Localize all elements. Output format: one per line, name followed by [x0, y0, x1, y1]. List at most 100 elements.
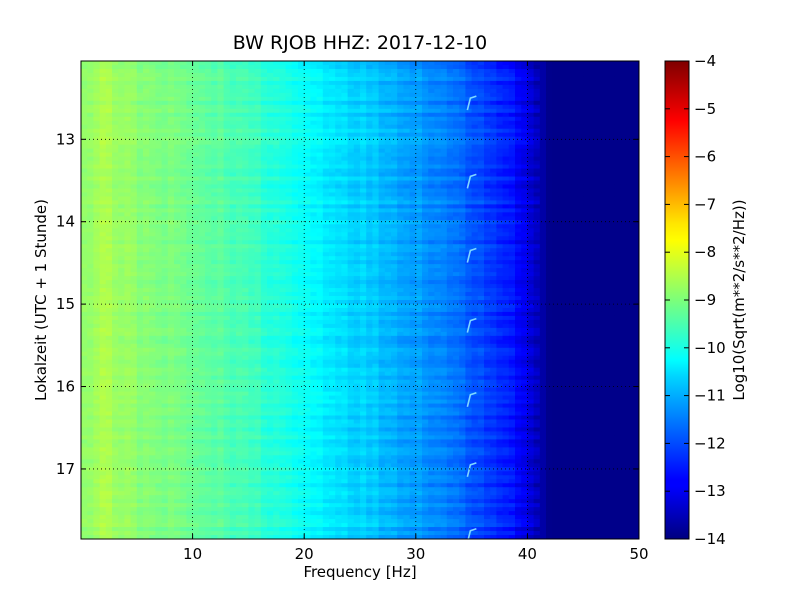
heatmap-cell: [260, 244, 268, 249]
heatmap-cell: [502, 216, 510, 221]
heatmap-cell: [229, 256, 237, 261]
heatmap-cell: [446, 108, 454, 114]
heatmap-cell: [316, 72, 324, 78]
heatmap-cell: [130, 68, 138, 74]
heatmap-cell: [192, 144, 200, 150]
heatmap-cell: [558, 244, 566, 249]
heatmap-cell: [626, 208, 634, 213]
heatmap-cell: [409, 116, 417, 122]
heatmap-cell: [285, 64, 293, 70]
heatmap-cell: [174, 92, 181, 98]
heatmap-cell: [99, 252, 107, 257]
heatmap-cell: [508, 260, 516, 265]
heatmap-cell: [279, 276, 287, 281]
heatmap-cell: [477, 112, 485, 118]
heatmap-cell: [267, 268, 274, 273]
heatmap-cell: [298, 276, 305, 281]
heatmap-cell: [583, 212, 590, 217]
heatmap-cell: [161, 200, 169, 205]
heatmap-cell: [143, 248, 150, 253]
heatmap-cell: [105, 228, 113, 233]
heatmap-cell: [130, 204, 138, 209]
heatmap-cell: [502, 76, 510, 82]
heatmap-cell: [533, 208, 541, 213]
heatmap-cell: [589, 104, 597, 110]
heatmap-cell: [620, 84, 628, 90]
heatmap-cell: [279, 132, 287, 138]
heatmap-cell: [298, 61, 305, 66]
heatmap-cell: [490, 156, 497, 162]
heatmap-cell: [105, 164, 113, 170]
heatmap-cell: [124, 168, 132, 174]
heatmap-cell: [322, 156, 330, 162]
heatmap-cell: [577, 216, 584, 221]
heatmap-cell: [577, 188, 584, 194]
heatmap-cell: [192, 252, 200, 257]
heatmap-cell: [192, 216, 200, 221]
heatmap-cell: [428, 144, 435, 150]
heatmap-cell: [378, 176, 386, 182]
heatmap-cell: [378, 204, 386, 209]
heatmap-cell: [434, 176, 442, 182]
heatmap-cell: [155, 200, 163, 205]
heatmap-cell: [217, 248, 225, 253]
heatmap-cell: [384, 180, 392, 186]
heatmap-cell: [558, 260, 566, 265]
heatmap-cell: [434, 180, 442, 186]
heatmap-cell: [205, 148, 212, 154]
heatmap-cell: [558, 180, 566, 186]
heatmap-cell: [533, 192, 541, 198]
heatmap-cell: [552, 68, 559, 74]
heatmap-cell: [515, 160, 522, 166]
heatmap-cell: [174, 196, 181, 202]
heatmap-cell: [87, 172, 94, 178]
heatmap-cell: [298, 108, 305, 114]
heatmap-cell: [608, 188, 615, 194]
heatmap-cell: [223, 88, 231, 94]
heatmap-cell: [632, 172, 639, 178]
heatmap-cell: [267, 92, 274, 98]
heatmap-cell: [577, 236, 584, 241]
heatmap-cell: [167, 168, 175, 174]
heatmap-cell: [217, 136, 225, 142]
heatmap-cell: [490, 68, 497, 74]
heatmap-cell: [167, 72, 175, 78]
heatmap-cell: [626, 268, 634, 273]
heatmap-cell: [521, 276, 528, 281]
heatmap-cell: [118, 220, 125, 225]
heatmap-cell: [515, 132, 522, 138]
heatmap-cell: [155, 244, 163, 249]
heatmap-cell: [403, 160, 411, 166]
heatmap-cell: [440, 80, 448, 86]
heatmap-cell: [397, 104, 404, 110]
heatmap-cell: [335, 236, 342, 241]
heatmap-cell: [490, 276, 497, 281]
heatmap-cell: [316, 240, 324, 245]
heatmap-cell: [626, 116, 634, 122]
heatmap-cell: [198, 260, 206, 265]
heatmap-cell: [459, 104, 466, 110]
heatmap-cell: [372, 128, 380, 134]
heatmap-cell: [136, 92, 144, 98]
heatmap-cell: [192, 108, 200, 114]
heatmap-cell: [440, 212, 448, 217]
heatmap-cell: [118, 180, 125, 186]
heatmap-cell: [242, 212, 249, 217]
heatmap-cell: [508, 176, 516, 182]
heatmap-cell: [372, 204, 380, 209]
heatmap-cell: [508, 232, 516, 237]
heatmap-cell: [291, 88, 299, 94]
heatmap-cell: [99, 220, 107, 225]
heatmap-cell: [403, 92, 411, 98]
heatmap-cell: [167, 88, 175, 94]
heatmap-cell: [502, 160, 510, 166]
heatmap-cell: [409, 76, 417, 82]
heatmap-cell: [453, 232, 460, 237]
heatmap-cell: [434, 248, 442, 253]
heatmap-cell: [434, 216, 442, 221]
heatmap-cell: [99, 92, 107, 98]
heatmap-cell: [124, 172, 132, 178]
heatmap-cell: [149, 120, 156, 126]
heatmap-cell: [372, 92, 380, 98]
heatmap-cell: [93, 84, 101, 90]
